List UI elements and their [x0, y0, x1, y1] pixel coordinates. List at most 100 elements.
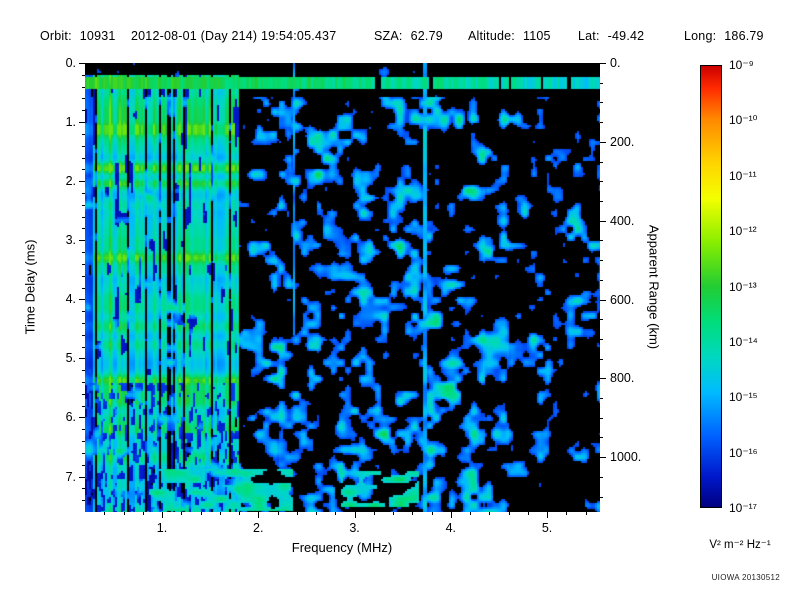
y-left-major-tick [79, 476, 85, 478]
colorbar-tick-label: 10⁻¹⁷ [729, 501, 758, 515]
x-minor-tick [200, 512, 202, 515]
y-left-minor-tick [82, 500, 85, 502]
x-minor-tick [104, 512, 106, 515]
x-minor-tick [296, 512, 298, 515]
y-right-minor-tick [600, 338, 603, 340]
x-tick-label: 5. [541, 521, 553, 535]
x-minor-tick [470, 512, 472, 515]
y-right-minor-tick [600, 240, 603, 242]
x-minor-tick [489, 512, 491, 515]
x-minor-tick [527, 512, 529, 515]
x-minor-tick [431, 512, 433, 515]
datetime-value: 2012-08-01 (Day 214) 19:54:05.437 [131, 29, 337, 43]
x-major-tick [354, 512, 356, 518]
y-axis-title-right: Apparent Range (km) [646, 224, 662, 350]
x-minor-tick [219, 512, 221, 515]
y-left-minor-tick [82, 86, 85, 88]
ionogram-heatmap-canvas [85, 63, 600, 512]
altitude-field: Altitude: 1105 [468, 29, 551, 43]
x-tick-label: 4. [445, 521, 456, 535]
x-minor-tick [412, 512, 414, 515]
x-minor-tick [316, 512, 318, 515]
x-minor-tick [335, 512, 337, 515]
y-left-minor-tick [82, 287, 85, 289]
y-left-major-tick [79, 299, 85, 301]
y-left-minor-tick [82, 441, 85, 443]
y-right-tick-label: 200. [610, 134, 635, 149]
lat-value: -49.42 [607, 29, 645, 43]
y-right-minor-tick [600, 437, 603, 439]
y-left-minor-tick [82, 252, 85, 254]
y-right-minor-tick [600, 82, 603, 84]
orbit-field: Orbit: 10931 [40, 29, 116, 43]
x-minor-tick [566, 512, 568, 515]
x-major-tick [547, 512, 549, 518]
x-minor-tick [508, 512, 510, 515]
y-left-tick-label: 7. [65, 469, 76, 484]
x-minor-tick [123, 512, 125, 515]
x-axis-title: Frequency (MHz) [291, 540, 393, 555]
y-axis-title-left: Time Delay (ms) [22, 239, 38, 335]
x-major-tick [162, 512, 163, 518]
y-right-minor-tick [600, 417, 603, 419]
y-right-tick-label: 1000. [610, 450, 642, 465]
watermark: UIOWA 20130512 [711, 573, 780, 582]
x-major-tick [258, 512, 260, 518]
colorbar-tick-label: 10⁻¹⁶ [729, 445, 758, 460]
y-right-major-tick [600, 378, 606, 380]
x-minor-tick [277, 512, 279, 515]
y-left-minor-tick [82, 216, 85, 218]
y-right-minor-tick [600, 161, 603, 163]
y-right-major-tick [600, 457, 606, 459]
y-left-major-tick [79, 417, 85, 419]
x-major-tick [450, 512, 452, 518]
y-left-major-tick [79, 63, 85, 64]
colorbar-gradient [700, 65, 722, 508]
y-right-minor-tick [600, 102, 603, 104]
y-right-minor-tick [600, 200, 603, 202]
y-left-minor-tick [82, 275, 85, 277]
colorbar-tick-label: 10⁻¹² [729, 224, 757, 239]
y-right-minor-tick [600, 122, 603, 124]
colorbar-tick-label: 10⁻¹⁰ [729, 113, 758, 128]
y-right-tick-label: 400. [610, 213, 635, 228]
y-left-tick-label: 0. [65, 56, 76, 70]
x-tick-label: 3. [349, 521, 360, 535]
long-label: Long: [684, 29, 717, 43]
y-right-minor-tick [600, 279, 603, 281]
y-left-tick-label: 3. [65, 233, 76, 248]
altitude-value: 1105 [522, 29, 551, 43]
y-left-minor-tick [82, 157, 85, 159]
y-left-minor-tick [82, 110, 85, 112]
sza-value: 62.79 [410, 29, 443, 43]
lat-label: Lat: [578, 29, 600, 43]
y-right-minor-tick [600, 319, 603, 321]
y-left-tick-label: 5. [65, 351, 76, 366]
y-right-tick-label: 0. [610, 56, 621, 70]
y-left-minor-tick [82, 393, 85, 395]
y-left-minor-tick [82, 192, 85, 194]
y-right-major-tick [600, 299, 606, 301]
x-minor-tick [239, 512, 241, 515]
x-minor-tick [142, 512, 144, 515]
x-minor-tick [585, 512, 587, 515]
y-left-minor-tick [82, 169, 85, 171]
y-left-major-tick [79, 122, 85, 124]
y-left-minor-tick [82, 311, 85, 313]
orbit-value: 10931 [79, 29, 116, 43]
colorbar-tick-label: 10⁻¹¹ [729, 168, 757, 183]
y-left-minor-tick [82, 145, 85, 147]
sza-label: SZA: [374, 29, 403, 43]
y-left-major-tick [79, 181, 85, 183]
x-minor-tick [181, 512, 183, 515]
long-value: 186.79 [724, 29, 764, 43]
y-right-tick-label: 600. [610, 292, 635, 307]
y-left-minor-tick [82, 98, 85, 100]
y-left-minor-tick [82, 429, 85, 431]
y-left-major-tick [79, 240, 85, 242]
y-right-major-tick [600, 141, 606, 143]
y-left-minor-tick [82, 74, 85, 76]
colorbar-tick-label: 10⁻¹⁴ [729, 334, 758, 349]
long-field: Long: 186.79 [684, 29, 764, 43]
y-right-tick-label: 800. [610, 371, 635, 386]
